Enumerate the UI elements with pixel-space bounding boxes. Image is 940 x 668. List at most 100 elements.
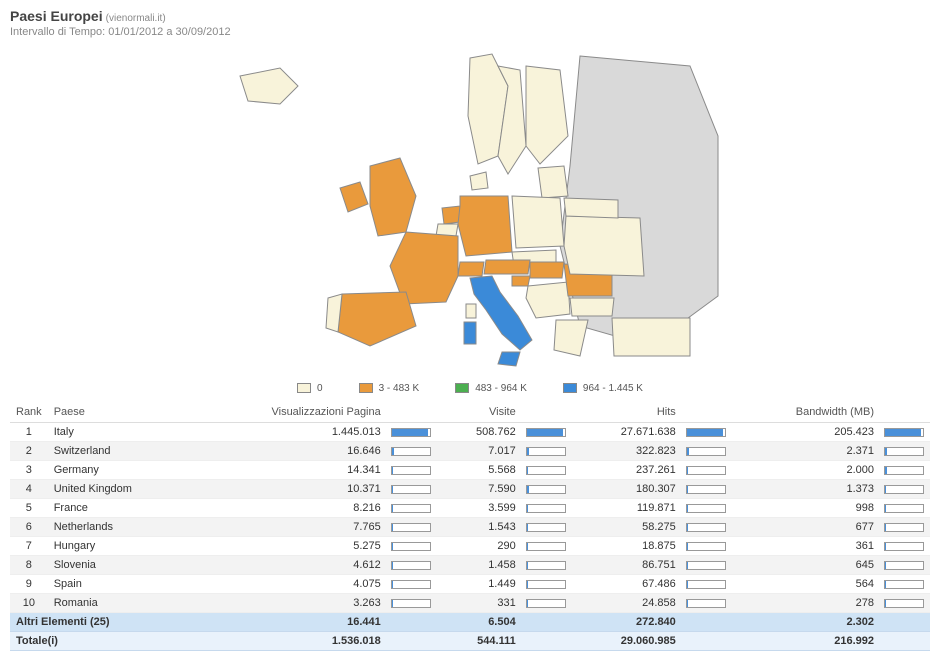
cell-rank: 1 xyxy=(10,423,48,442)
cell-pageviews: 4.612 xyxy=(188,556,387,575)
table-row[interactable]: 2Switzerland16.6467.017322.8232.371 xyxy=(10,442,930,461)
mini-bar xyxy=(884,542,924,551)
bar-pageviews xyxy=(387,556,437,575)
date-range-label: Intervallo di Tempo: xyxy=(10,26,105,38)
bar-bandwidth xyxy=(880,461,930,480)
others-label: Altri Elementi (25) xyxy=(10,613,188,632)
bar-pageviews xyxy=(387,594,437,613)
totals-label: Totale(i) xyxy=(10,632,188,651)
bar-bandwidth xyxy=(880,575,930,594)
mini-bar xyxy=(526,523,566,532)
cell-hits: 58.275 xyxy=(572,518,682,537)
mini-bar xyxy=(884,599,924,608)
table-row[interactable]: 9Spain4.0751.44967.486564 xyxy=(10,575,930,594)
cell-visits: 5.568 xyxy=(437,461,522,480)
mini-bar xyxy=(391,447,431,456)
mini-bar xyxy=(391,542,431,551)
legend-label: 483 - 964 K xyxy=(475,383,527,394)
table-row[interactable]: 4United Kingdom10.3717.590180.3071.373 xyxy=(10,480,930,499)
legend-swatch xyxy=(359,383,373,393)
mini-bar xyxy=(526,542,566,551)
legend-swatch xyxy=(455,383,469,393)
cell-pageviews: 16.646 xyxy=(188,442,387,461)
bar-visits xyxy=(522,594,572,613)
table-row[interactable]: 7Hungary5.27529018.875361 xyxy=(10,537,930,556)
bar-visits xyxy=(522,556,572,575)
bar-pageviews xyxy=(387,537,437,556)
others-hits: 272.840 xyxy=(572,613,682,632)
legend-item: 0 xyxy=(297,383,323,394)
bar-pageviews xyxy=(387,518,437,537)
bar-pageviews xyxy=(387,442,437,461)
cell-bandwidth: 564 xyxy=(732,575,880,594)
bar-visits xyxy=(522,518,572,537)
col-bandwidth[interactable]: Bandwidth (MB) xyxy=(732,402,880,423)
col-visits[interactable]: Visite xyxy=(437,402,522,423)
country-stats-table: Rank Paese Visualizzazioni Pagina Visite… xyxy=(10,402,930,651)
report-header: Paesi Europei (vienormali.it) Intervallo… xyxy=(10,8,930,38)
cell-country: Germany xyxy=(48,461,188,480)
bar-hits xyxy=(682,499,732,518)
bar-pageviews xyxy=(387,480,437,499)
mini-bar xyxy=(884,580,924,589)
cell-bandwidth: 278 xyxy=(732,594,880,613)
cell-country: Hungary xyxy=(48,537,188,556)
col-pageviews[interactable]: Visualizzazioni Pagina xyxy=(188,402,387,423)
cell-rank: 6 xyxy=(10,518,48,537)
table-row[interactable]: 5France8.2163.599119.871998 xyxy=(10,499,930,518)
cell-bandwidth: 2.000 xyxy=(732,461,880,480)
bar-bandwidth xyxy=(880,537,930,556)
table-header-row: Rank Paese Visualizzazioni Pagina Visite… xyxy=(10,402,930,423)
bar-bandwidth xyxy=(880,594,930,613)
mini-bar xyxy=(526,561,566,570)
others-row: Altri Elementi (25) 16.441 6.504 272.840… xyxy=(10,613,930,632)
bar-pageviews xyxy=(387,423,437,442)
mini-bar xyxy=(526,466,566,475)
cell-rank: 7 xyxy=(10,537,48,556)
bar-visits xyxy=(522,480,572,499)
cell-hits: 237.261 xyxy=(572,461,682,480)
mini-bar xyxy=(686,447,726,456)
col-rank[interactable]: Rank xyxy=(10,402,48,423)
cell-rank: 8 xyxy=(10,556,48,575)
cell-pageviews: 5.275 xyxy=(188,537,387,556)
cell-visits: 290 xyxy=(437,537,522,556)
cell-pageviews: 1.445.013 xyxy=(188,423,387,442)
cell-pageviews: 8.216 xyxy=(188,499,387,518)
mini-bar xyxy=(391,485,431,494)
totals-pageviews: 1.536.018 xyxy=(188,632,387,651)
others-pageviews: 16.441 xyxy=(188,613,387,632)
cell-visits: 331 xyxy=(437,594,522,613)
mini-bar xyxy=(686,428,726,437)
bar-bandwidth xyxy=(880,499,930,518)
totals-hits: 29.060.985 xyxy=(572,632,682,651)
mini-bar xyxy=(686,485,726,494)
mini-bar xyxy=(884,504,924,513)
cell-rank: 10 xyxy=(10,594,48,613)
cell-country: France xyxy=(48,499,188,518)
table-row[interactable]: 10Romania3.26333124.858278 xyxy=(10,594,930,613)
cell-bandwidth: 998 xyxy=(732,499,880,518)
cell-rank: 3 xyxy=(10,461,48,480)
bar-bandwidth xyxy=(880,480,930,499)
cell-pageviews: 10.371 xyxy=(188,480,387,499)
table-row[interactable]: 3Germany14.3415.568237.2612.000 xyxy=(10,461,930,480)
table-row[interactable]: 8Slovenia4.6121.45886.751645 xyxy=(10,556,930,575)
legend-swatch xyxy=(297,383,311,393)
mini-bar xyxy=(391,466,431,475)
table-row[interactable]: 1Italy1.445.013508.76227.671.638205.423 xyxy=(10,423,930,442)
bar-visits xyxy=(522,442,572,461)
col-country[interactable]: Paese xyxy=(48,402,188,423)
legend-label: 3 - 483 K xyxy=(379,383,420,394)
date-range-value: 01/01/2012 a 30/09/2012 xyxy=(108,26,230,38)
cell-hits: 18.875 xyxy=(572,537,682,556)
cell-rank: 2 xyxy=(10,442,48,461)
cell-rank: 4 xyxy=(10,480,48,499)
cell-country: Romania xyxy=(48,594,188,613)
date-range: Intervallo di Tempo: 01/01/2012 a 30/09/… xyxy=(10,26,930,38)
cell-pageviews: 3.263 xyxy=(188,594,387,613)
col-hits[interactable]: Hits xyxy=(572,402,682,423)
mini-bar xyxy=(391,504,431,513)
mini-bar xyxy=(391,523,431,532)
table-row[interactable]: 6Netherlands7.7651.54358.275677 xyxy=(10,518,930,537)
